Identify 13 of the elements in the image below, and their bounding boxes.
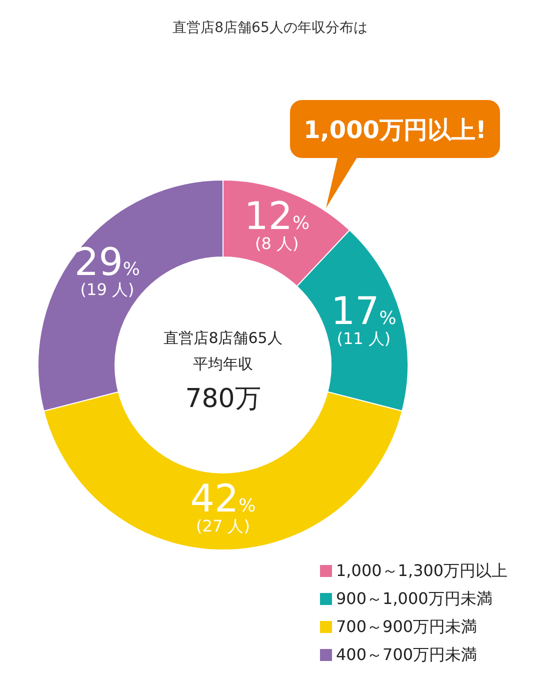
data-label: 12% (8 人)	[244, 194, 310, 253]
text: 直営店8店舗65人	[164, 329, 282, 347]
legend-label: 700～900万円未満	[336, 617, 478, 636]
data-label: 17% (11 人)	[330, 289, 396, 348]
text: 780万	[185, 384, 261, 414]
data-label: 29% (19 人)	[74, 240, 140, 300]
data-label: 42% (27 人)	[190, 476, 256, 536]
chart-title: 直営店8店舗65人の年収分布は	[172, 20, 368, 36]
legend-label: 400～700万円未満	[336, 645, 478, 664]
text: 1,000万円以上!	[304, 116, 486, 144]
legend-label: 1,000～1,300万円以上	[336, 561, 508, 580]
text: 平均年収	[193, 355, 253, 373]
legend-label: 900～1,000万円未満	[336, 589, 492, 608]
